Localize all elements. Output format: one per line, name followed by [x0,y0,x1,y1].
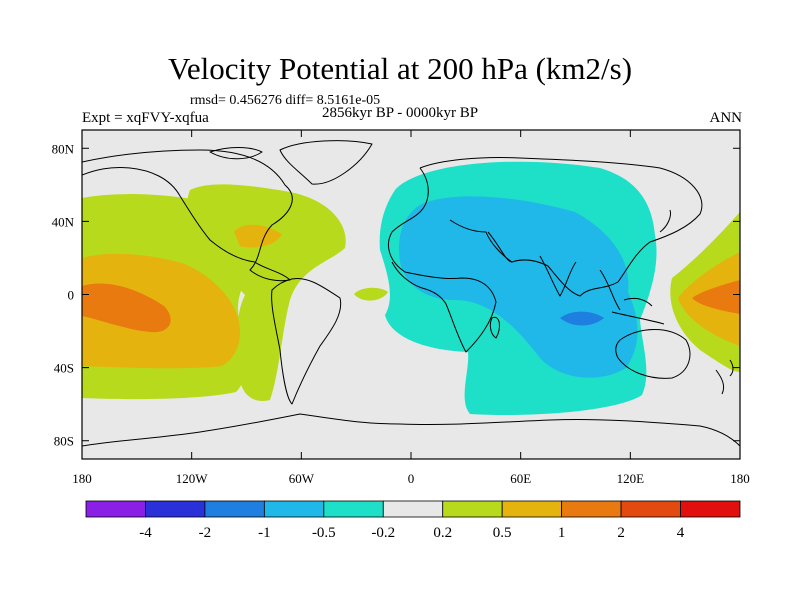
colorbar-label: -2 [199,525,212,541]
colorbar-swatch [561,500,622,518]
colorbar-label: -4 [139,525,152,541]
region-central-pacific-max [82,283,171,333]
region-indian-minimum [560,311,604,326]
colorbar-label: 2 [617,525,625,541]
colorbar-swatch [204,500,265,518]
coastline-antarctica [82,413,740,447]
latitude-axis: 80N 40N 0 40S 80S [52,141,740,449]
lat-tick-label: 80N [52,141,75,156]
contour-fill-layer [82,140,740,447]
lon-tick-label: 0 [408,471,415,486]
colorbar: -4 -2 -1 -0.5 -0.2 0.2 0.5 1 2 4 [85,500,741,541]
lon-tick-label: 60E [510,471,531,486]
colorbar-label: 4 [677,525,685,541]
season-label: ANN [709,110,743,126]
coastline-arabia-india [487,231,577,297]
coastline-japan [659,209,671,233]
coastline-australia [615,329,691,379]
colorbar-swatch [323,500,384,518]
coastline-europe-africa [388,167,497,353]
coastlines [82,140,740,447]
colorbar-label: 1 [558,525,566,541]
colorbar-swatch [145,500,206,518]
colorbar-label: 0.5 [493,525,512,541]
lat-tick-label: 40S [54,361,74,376]
colorbar-label: -0.2 [371,525,395,541]
longitude-axis: 180 120W 60W 0 60E 120E 180 [72,130,750,486]
colorbar-swatch [442,500,503,518]
period-label: 2856kyr BP - 0000kyr BP [322,105,479,121]
lat-tick-label: 0 [68,288,75,303]
colorbar-swatch [382,500,444,518]
colorbar-label: 0.2 [433,525,452,541]
colorbar-label: -1 [258,525,271,541]
coastline-north-america [82,149,293,282]
stats-line: rmsd= 0.456276 diff= 8.5161e-05 [190,93,381,108]
region-indian-core [398,196,638,378]
colorbar-label: -0.5 [312,525,336,541]
experiment-label: Expt = xqFVY-xqfua [82,110,209,126]
region-north-america-spot [234,224,282,248]
coastline-greenland [279,140,373,185]
coastline-new-zealand [715,359,734,395]
colorbar-swatch [620,500,681,518]
region-west-pacific-max [692,280,740,314]
coastline-south-america [271,278,342,405]
colorbar-swatch [263,500,325,518]
region-americas-outer [186,184,346,401]
coastline-arctic-islands [209,147,263,160]
coastline-madagascar [489,316,500,339]
coastline-southeast-asia [599,269,665,325]
lat-tick-label: 40N [52,214,75,229]
lon-tick-label: 180 [72,471,92,486]
colorbar-swatch [680,500,741,518]
lon-tick-label: 180 [730,471,750,486]
colorbar-swatch [501,500,563,518]
lon-tick-label: 60W [289,471,315,486]
map-title: Velocity Potential at 200 hPa (km2/s) [167,51,633,86]
lon-tick-label: 120E [617,471,645,486]
region-atlantic-blob [354,287,388,301]
lon-tick-label: 120W [176,471,209,486]
lat-tick-label: 80S [54,434,74,449]
colorbar-swatch [85,500,146,518]
